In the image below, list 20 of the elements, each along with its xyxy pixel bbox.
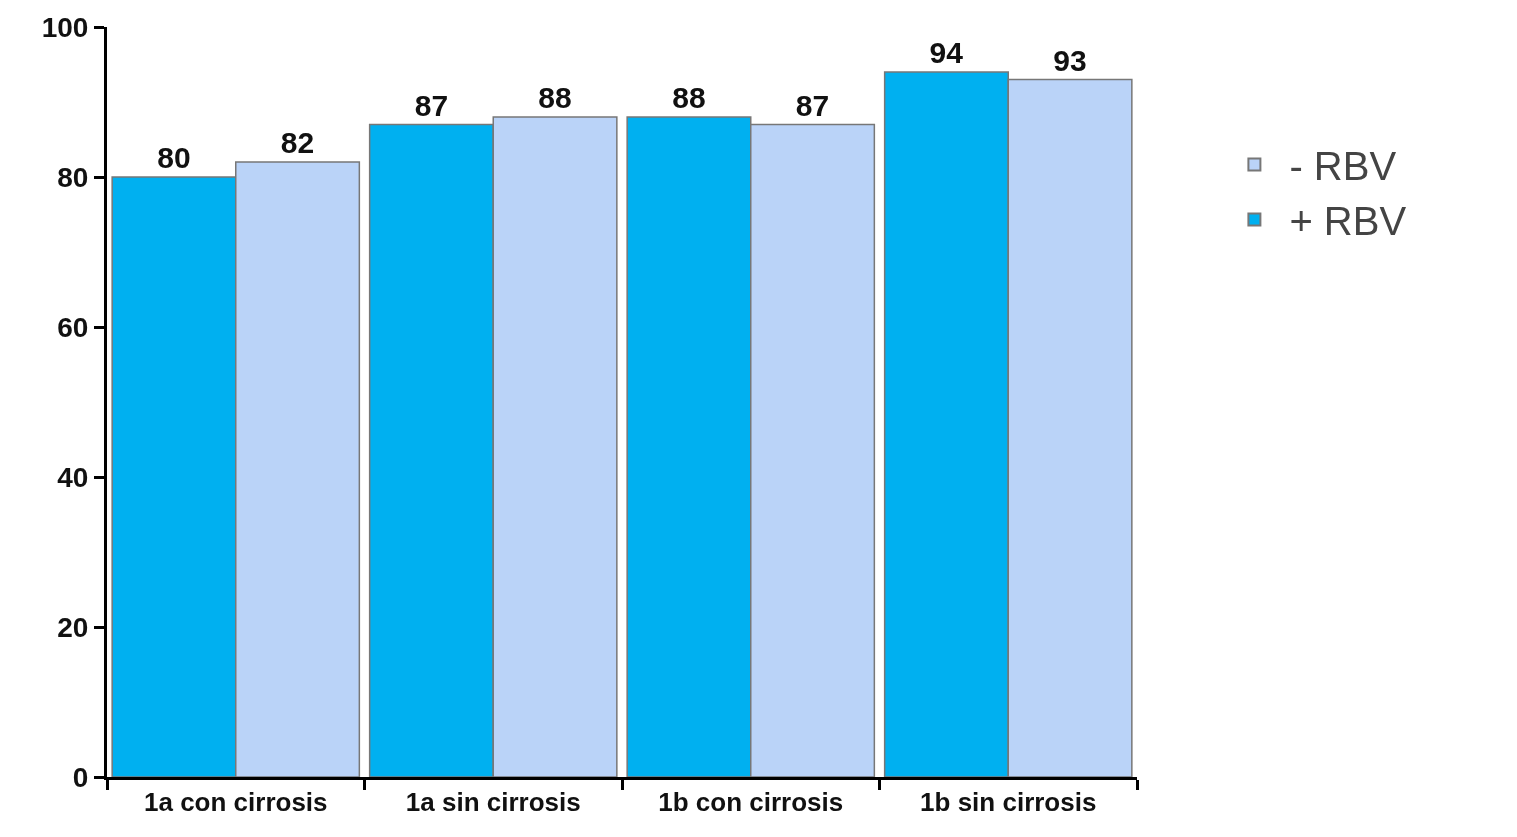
y-tick-label: 60	[57, 311, 89, 343]
data-label: 80	[157, 141, 191, 174]
x-tick-label: 1b con cirrosis	[658, 787, 844, 818]
y-tick-label: 0	[72, 761, 89, 793]
x-tick-label: 1a con cirrosis	[143, 787, 328, 818]
data-label: 88	[672, 81, 706, 114]
data-label: 93	[1053, 43, 1087, 77]
legend-label: + RBV	[1289, 199, 1407, 244]
data-label: 87	[414, 88, 449, 122]
y-tick-label: 40	[57, 461, 89, 493]
legend-label: - RBV	[1289, 144, 1397, 189]
y-tick-label: 20	[57, 611, 89, 643]
data-label: 82	[280, 126, 315, 159]
y-tick-label: 80	[57, 161, 89, 193]
data-label: 87	[795, 88, 830, 122]
x-tick-label: 1b sin cirrosis	[920, 787, 1097, 818]
data-label: 94	[929, 36, 964, 69]
data-label: 88	[538, 81, 572, 114]
y-tick-label: 100	[41, 11, 89, 43]
x-tick-label: 1a sin cirrosis	[405, 787, 581, 818]
